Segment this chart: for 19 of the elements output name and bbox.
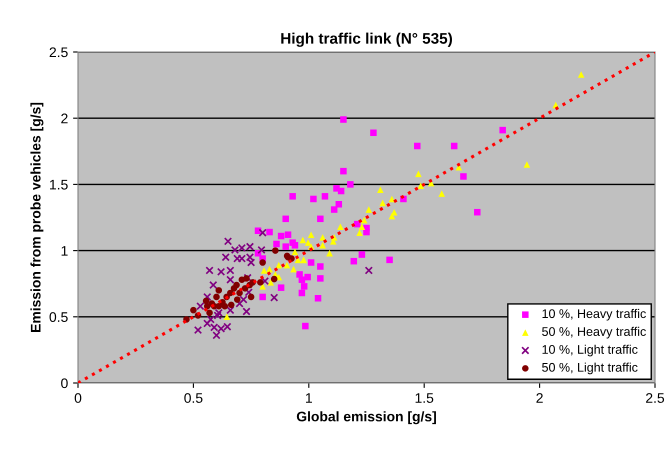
x-tick-label: 2: [536, 393, 543, 403]
x-tick-label: 2.5: [646, 393, 664, 403]
legend-label: 10 %, Light traffic: [542, 344, 638, 356]
x-tick-label: 0: [74, 393, 82, 403]
y-axis-title: Emission from probe vehicles [g/s]: [30, 102, 44, 332]
y-tick-label: 0: [61, 378, 68, 388]
x-axis-title: Global emission [g/s]: [296, 411, 436, 424]
legend-label: 50 %, Heavy traffic: [542, 326, 646, 338]
y-tick-label: 2.5: [50, 47, 68, 58]
y-tick-label: 2: [61, 114, 68, 124]
y-tick-label: 0.5: [50, 312, 68, 322]
x-tick-label: 0.5: [184, 393, 202, 403]
chart-title: High traffic link (N° 535): [281, 32, 452, 47]
y-tick-label: 1: [62, 246, 68, 256]
legend-label: 10 %, Heavy traffic: [542, 308, 646, 321]
x-tick-label: 1: [306, 393, 312, 403]
legend-label: 50 %, Light traffic: [542, 362, 638, 374]
y-tick-label: 1.5: [50, 180, 68, 190]
x-tick-label: 1.5: [416, 393, 434, 403]
